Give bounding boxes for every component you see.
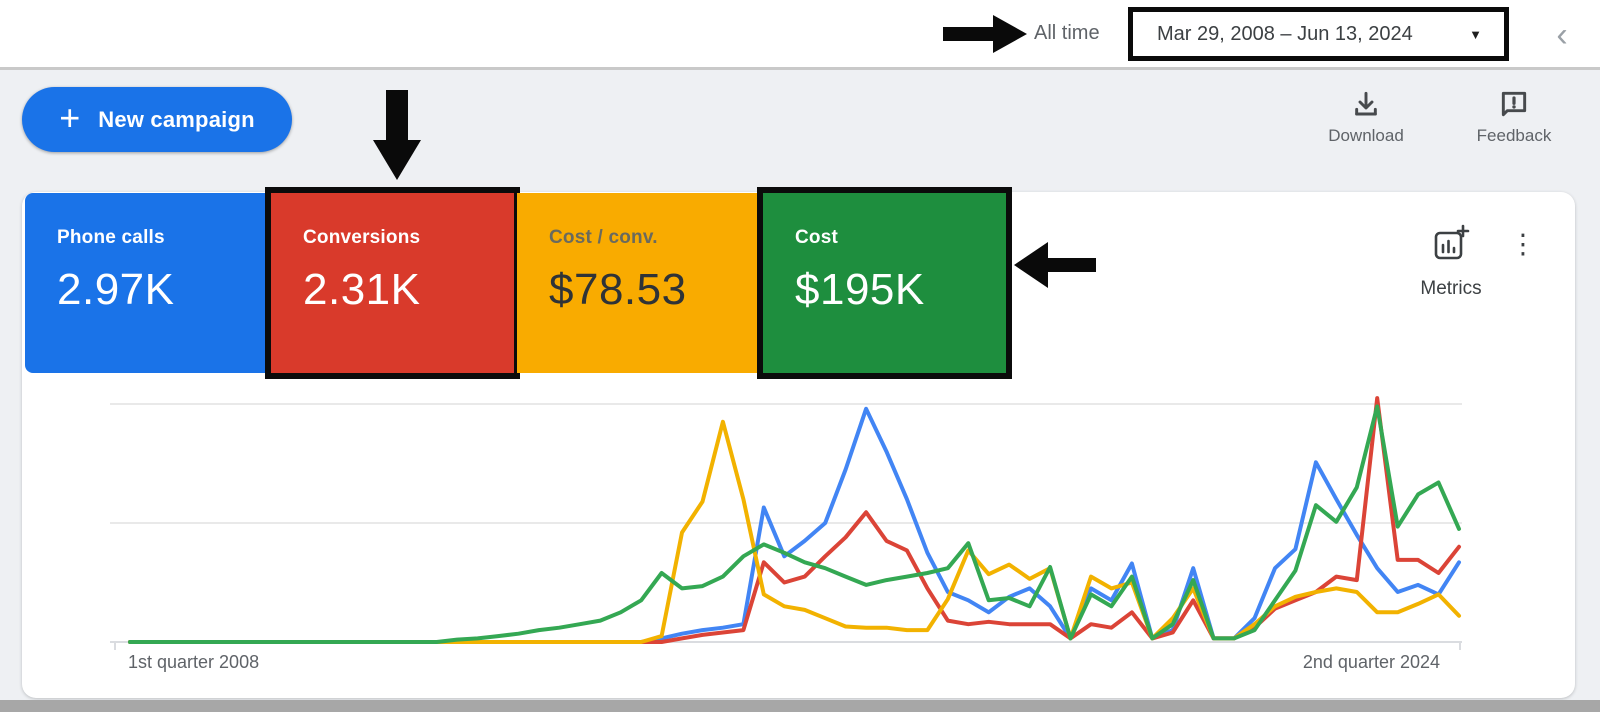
- scorecard-label: Cost: [795, 227, 839, 248]
- scorecard-value: 2.97K: [57, 265, 175, 314]
- date-preset-label: All time: [1034, 22, 1100, 44]
- add-metrics-chart-icon: [1434, 224, 1470, 260]
- chevron-left-icon[interactable]: ‹: [1556, 16, 1568, 54]
- kebab-menu-icon[interactable]: ⋮: [1509, 229, 1537, 259]
- plus-icon: +: [59, 97, 81, 138]
- date-range-selector[interactable]: Mar 29, 2008 – Jun 13, 2024 ▼: [1128, 7, 1509, 61]
- scorecard-phone-calls[interactable]: Phone calls 2.97K: [25, 193, 268, 373]
- download-icon: [1355, 91, 1377, 116]
- x-axis-tick-label-right: 2nd quarter 2024: [1302, 652, 1440, 672]
- download-label: Download: [1328, 126, 1404, 145]
- scorecard-label: Conversions: [303, 227, 421, 248]
- metrics-label: Metrics: [1420, 278, 1482, 299]
- scorecard-conversions[interactable]: Conversions 2.31K: [265, 187, 520, 379]
- feedback-button[interactable]: Feedback: [1458, 88, 1570, 146]
- download-button[interactable]: Download: [1310, 88, 1422, 146]
- scorecard-cost[interactable]: Cost $195K: [757, 187, 1012, 379]
- feedback-label: Feedback: [1476, 126, 1552, 145]
- window-bottom-edge: [0, 700, 1600, 712]
- x-axis-tick-label-left: 1st quarter 2008: [128, 652, 260, 672]
- new-campaign-button[interactable]: + New campaign: [22, 87, 292, 152]
- timeseries-chart: [110, 396, 1462, 650]
- date-range-value: Mar 29, 2008 – Jun 13, 2024: [1157, 22, 1413, 45]
- feedback-icon: [1501, 91, 1527, 117]
- series-line-cost: [128, 404, 1461, 644]
- scorecard-value: 2.31K: [303, 265, 421, 314]
- metrics-button[interactable]: Metrics: [1398, 224, 1504, 300]
- scorecard-label: Cost / conv.: [549, 227, 658, 248]
- new-campaign-label: New campaign: [98, 106, 255, 132]
- scorecard-value: $195K: [795, 265, 925, 314]
- scorecard-value: $78.53: [549, 265, 687, 314]
- dropdown-arrow-icon: ▼: [1469, 26, 1482, 42]
- scorecard-label: Phone calls: [57, 227, 165, 248]
- scorecard-cost-per-conv[interactable]: Cost / conv. $78.53: [517, 193, 760, 373]
- annotation-arrow-down-icon: [373, 90, 421, 180]
